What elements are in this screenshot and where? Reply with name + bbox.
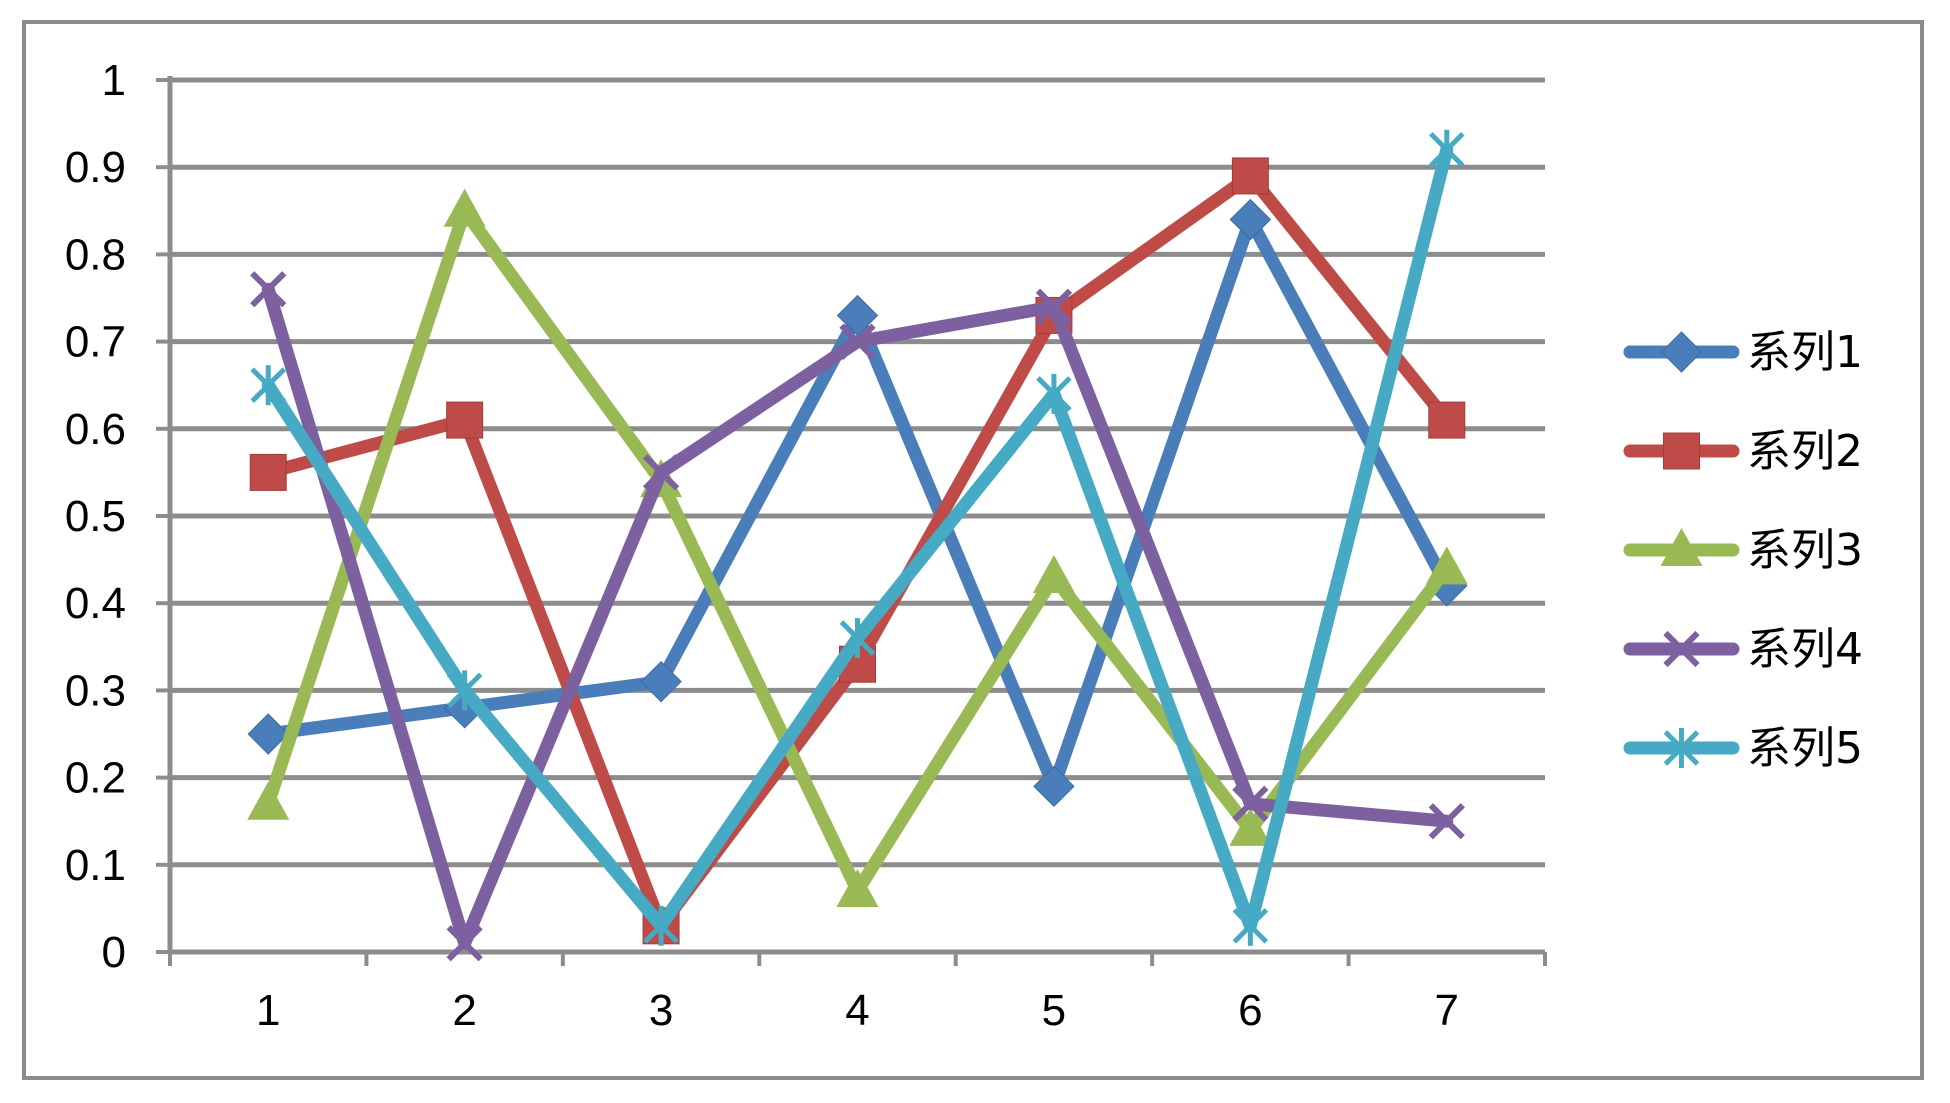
series-4 <box>250 271 1465 962</box>
data-point <box>1428 803 1465 840</box>
data-point <box>1429 129 1465 170</box>
data-point <box>1035 288 1073 325</box>
y-tick-label: 0.8 <box>65 230 126 279</box>
y-tick-label: 1 <box>102 56 126 105</box>
data-point <box>1231 157 1269 195</box>
legend-marker <box>1663 728 1700 768</box>
data-point <box>1229 198 1272 241</box>
y-tick-label: 0.2 <box>65 754 126 803</box>
y-tick-label: 0.9 <box>65 143 126 192</box>
x-tick-label: 4 <box>845 986 869 1035</box>
data-point <box>1232 905 1269 946</box>
legend-marker <box>1660 331 1703 373</box>
y-tick-label: 0.7 <box>65 318 126 367</box>
data-point <box>1428 401 1466 439</box>
x-tick-labels: 1 2 3 4 5 6 7 <box>256 986 1459 1035</box>
data-point <box>642 454 680 491</box>
data-point <box>1032 555 1075 594</box>
x-tick-label: 3 <box>649 986 673 1035</box>
data-point <box>839 618 876 659</box>
data-point <box>640 660 682 703</box>
legend-marker <box>1660 528 1703 566</box>
data-point <box>1033 765 1075 808</box>
legend-label: 系列1 <box>1747 327 1863 378</box>
x-tick-label: 7 <box>1435 986 1459 1035</box>
y-tick-label: 0.5 <box>65 492 126 541</box>
y-tick-label: 0.4 <box>65 579 126 628</box>
data-point <box>250 365 286 406</box>
legend: 系列1 系列2 系列3 系列4 系列5 <box>1623 327 1863 774</box>
series-1 <box>247 198 1468 808</box>
data-point <box>247 713 289 755</box>
series-3 <box>247 188 1468 907</box>
legend-item: 系列5 <box>1623 723 1863 774</box>
legend-item: 系列3 <box>1623 525 1863 576</box>
legend-label: 系列5 <box>1747 723 1863 774</box>
y-tick-label: 0.6 <box>65 405 126 454</box>
x-tick-label: 2 <box>452 986 476 1035</box>
data-point <box>836 868 879 907</box>
data-point <box>1229 807 1272 846</box>
legend-marker <box>1663 630 1700 668</box>
series-lines <box>247 129 1468 962</box>
legend-item: 系列1 <box>1623 327 1863 378</box>
x-tick-label: 6 <box>1238 986 1262 1035</box>
legend-label: 系列4 <box>1747 624 1863 675</box>
legend-label: 系列3 <box>1747 525 1863 576</box>
data-point <box>247 781 290 820</box>
data-point <box>1232 785 1269 822</box>
x-tick-label: 1 <box>256 986 280 1035</box>
chart-frame <box>22 20 1924 1080</box>
series-5 <box>250 129 1465 946</box>
data-point <box>1036 373 1072 414</box>
data-point <box>1425 546 1468 585</box>
y-tick-label: 0.3 <box>65 666 126 715</box>
data-point <box>643 905 679 946</box>
legend-marker <box>1663 432 1700 470</box>
legend-item: 系列2 <box>1623 426 1863 477</box>
data-point <box>446 925 483 962</box>
y-tick-label: 0.1 <box>65 841 126 890</box>
y-tick-label: 0 <box>102 928 126 977</box>
y-tick-labels: 0 0.1 0.2 0.3 0.4 0.5 0.6 0.7 0.8 0.9 1 <box>65 56 126 977</box>
data-point <box>250 271 287 308</box>
data-point <box>446 401 484 439</box>
data-point <box>839 323 876 360</box>
axes <box>156 76 1547 966</box>
legend-label: 系列2 <box>1747 426 1863 477</box>
data-point <box>443 188 486 227</box>
data-point <box>446 670 483 711</box>
legend-item: 系列4 <box>1623 624 1863 675</box>
data-point <box>249 453 287 491</box>
x-tick-label: 5 <box>1042 986 1066 1035</box>
